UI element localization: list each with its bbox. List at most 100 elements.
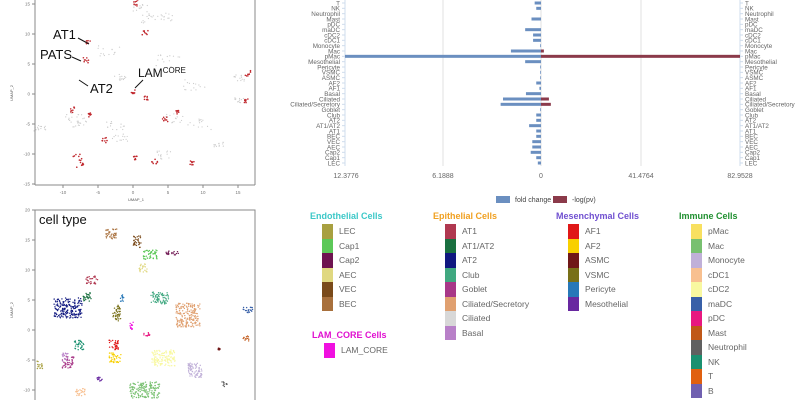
umap1-point [238,99,241,101]
umap2-point-cap1 [145,249,148,252]
umap2-point-at2 [58,300,61,302]
umap1-xtick-label: 15 [235,190,241,195]
umap2-point-mac [132,388,134,391]
umap2-point-aec [146,268,148,270]
umap2-point-club [156,296,158,299]
umap1-point [157,154,160,156]
legend-swatch [691,354,702,369]
legend-swatch [445,325,456,340]
umap2-point-ciliated-secretory [185,319,188,321]
umap2-point-ciliated-secretory [175,324,178,326]
umap2-ylabel: UMAP_2 [9,301,14,318]
bar-fold-change-at2 [536,118,541,122]
legend-item-pericyte: Pericyte [556,282,639,297]
legend-swatch [445,267,456,282]
umap1-point [43,126,46,129]
umap1-point [151,16,153,18]
umap2-point-cap2 [177,252,179,255]
umap2-point-mac [141,384,144,387]
umap2-point-monocyte [198,370,201,373]
legend-swatch [445,282,456,297]
umap2-point-basal [66,356,68,358]
umap1-point [119,139,121,141]
umap2-point-goblet [66,361,69,364]
umap1-xlabel: UMAP_1 [128,197,145,202]
umap1-highlight-point [81,163,84,166]
bar-category-label-left: Goblet [321,107,340,114]
umap2-point-af2 [110,360,112,363]
umap1-point [111,49,113,51]
umap1-point [83,117,85,119]
umap2-point-at2 [56,316,59,318]
umap1-point [121,75,123,77]
umap2-point-at2 [81,302,83,305]
bar-category-label-left: cDC2 [324,32,340,39]
umap2-point-vsmc [118,318,120,320]
umap1-point [218,144,220,146]
umap1-point [109,125,112,127]
umap2-point-lam-core [129,326,132,328]
umap2-point-club [159,302,162,304]
umap2-point-at1 [89,278,91,280]
legend-swatch [691,224,702,239]
umap2-point-af2 [113,353,115,356]
umap2-point-monocyte [189,362,191,364]
umap2-point-cdc2 [168,358,171,360]
umap2-point-goblet [70,366,72,369]
umap2-point-af1 [108,339,111,342]
umap2-point-af1 [114,340,117,342]
umap2-point-monocyte [191,368,193,370]
umap1-point [168,60,170,62]
legend-item-club: Club [433,267,529,282]
legend-swatch [324,343,335,358]
umap2-point-vsmc [116,314,119,316]
umap2-point-mac [157,383,159,386]
legend-item-pmac: pMac [679,224,747,239]
umap2-point-club [150,294,152,297]
legend-swatch-fold-change [496,196,510,203]
umap1-point [97,45,100,47]
umap1-ylabel: UMAP_2 [9,84,14,101]
legend-swatch [691,267,702,282]
umap1-point [37,128,39,130]
umap2-point-ciliated-secretory [176,304,179,307]
bar-category-label-right: Cap2 [745,150,761,157]
umap2-point-aec [139,270,141,273]
legend-group-mesenchymal: Mesenchymal Cells AF1 AF2 ASMC VSMC Pericyte… [556,211,639,311]
umap1-highlight-point [79,159,82,162]
legend-label: AT1 [462,226,477,237]
umap1-point [158,150,160,152]
umap1-highlight-point [154,158,156,161]
umap2-point-cdc2 [165,352,168,354]
umap2-point-mac [149,389,151,391]
umap2-point-ciliated-secretory [175,316,177,319]
umap2-point-at2 [78,313,80,315]
umap2-point-monocyte [192,367,195,369]
legend-label: LAM_CORE [341,345,388,356]
umap2-point-ciliated-secretory [184,304,186,306]
umap2-point-club [158,295,160,298]
umap2-point-mac [133,387,136,389]
umap2-point-af1 [111,346,113,348]
umap2-point-at2 [64,300,67,302]
umap1-point [213,144,215,146]
umap2-point-at2 [79,313,82,315]
umap2-point-af1 [108,346,111,348]
umap1-highlight-point [176,109,179,112]
umap2-point-club [155,301,158,304]
umap2-point-pdc [146,335,148,337]
umap2-point-at2 [77,297,80,299]
umap1-point [37,126,39,128]
umap2-point-vec [139,235,142,237]
bar-fold-change-basal [525,92,541,96]
umap2-point-at2 [72,306,74,309]
umap2-point-aec [142,266,144,268]
umap2-point-mac [129,383,132,385]
umap2-point-af2 [113,360,115,363]
umap1-highlight-point [134,0,137,3]
umap2-point-cdc1 [82,387,84,390]
umap2-point-monocyte [199,364,201,367]
umap1-point [171,14,173,17]
bar-category-label-right: AF1 [745,86,757,93]
umap2-point-ciliated-secretory [186,321,189,324]
